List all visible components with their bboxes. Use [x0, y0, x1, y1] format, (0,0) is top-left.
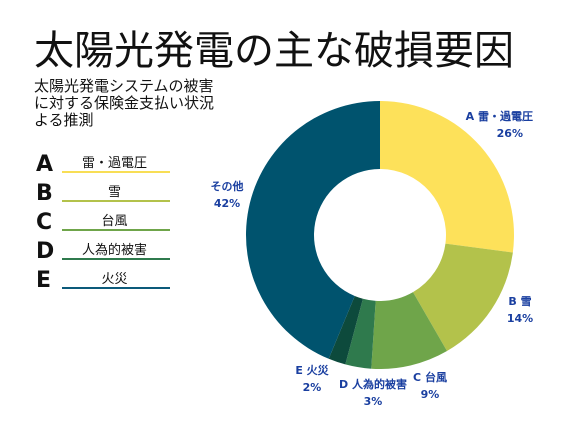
legend-item-d: D 人為的被害 [34, 237, 174, 266]
legend-label: 雪 [107, 185, 121, 200]
legend-letter: D [36, 239, 55, 264]
slice-label-c: C 台風 9% [413, 370, 447, 401]
legend: A 雷・過電圧 B 雪 C 台風 D 人為的被害 E 火災 [34, 150, 174, 295]
donut-slice-a [380, 101, 514, 253]
legend-swatch-line [62, 287, 170, 289]
legend-swatch-line [62, 200, 170, 202]
donut-slice-b [413, 243, 513, 352]
legend-item-c: C 台風 [34, 208, 174, 237]
donut-slice-d [345, 298, 376, 369]
slice-label-e: E 火災 2% [295, 364, 329, 394]
legend-letter: A [36, 152, 54, 177]
donut-slice-c [371, 292, 447, 369]
donut-slice-e [328, 295, 363, 365]
legend-letter: B [36, 181, 53, 206]
chart-title: 太陽光発電の主な破損要因 [34, 28, 514, 74]
legend-letter: C [36, 210, 53, 235]
slice-label-a: A 雷・過電圧 26% [466, 109, 533, 140]
legend-label: 台風 [101, 214, 128, 229]
legend-swatch-line [62, 258, 170, 260]
legend-item-a: A 雷・過電圧 [34, 150, 174, 179]
legend-item-b: B 雪 [34, 179, 174, 208]
donut-slice-other [245, 101, 380, 359]
legend-letter: E [36, 268, 52, 293]
legend-label: 人為的被害 [81, 243, 147, 258]
chart-subtitle: 太陽光発電システムの被害 に対する保険金支払い状況 よる推測 [34, 77, 215, 129]
slice-label-b: B 雪 14% [507, 295, 533, 325]
legend-swatch-line [62, 171, 170, 173]
legend-label: 火災 [101, 272, 128, 287]
slice-label-other: その他 42% [211, 179, 244, 210]
legend-label: 雷・過電圧 [81, 156, 147, 171]
legend-item-e: E 火災 [34, 266, 174, 295]
legend-swatch-line [62, 229, 170, 231]
slice-label-d: D 人為的被害 3% [339, 377, 407, 408]
